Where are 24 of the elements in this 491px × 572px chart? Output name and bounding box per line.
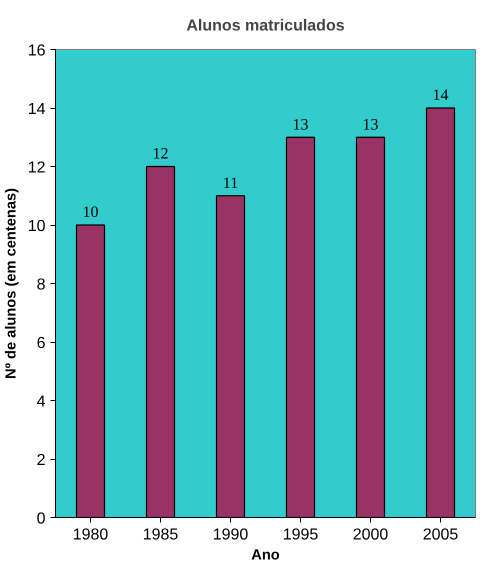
y-tick-label: 6 — [36, 335, 46, 352]
y-tick-label: 10 — [28, 218, 46, 235]
x-tick-label: 2005 — [422, 526, 458, 544]
y-tick-label: 4 — [36, 394, 46, 410]
y-tick-label: 14 — [28, 101, 46, 118]
x-tick-label: 1990 — [212, 526, 248, 544]
x-tick-label: 1985 — [142, 526, 178, 544]
data-label: 13 — [292, 116, 308, 134]
x-tick-label: 1995 — [282, 526, 318, 544]
y-tick-label: 2 — [36, 452, 46, 469]
x-axis-title: Ano — [251, 548, 280, 564]
data-label: 14 — [432, 87, 448, 104]
data-label: 12 — [152, 146, 168, 162]
x-tick-label: 1980 — [72, 526, 108, 544]
x-tick-label: 2000 — [352, 526, 388, 544]
y-tick-label: 12 — [28, 160, 46, 176]
y-tick-label: 16 — [28, 42, 46, 60]
data-label: 13 — [362, 116, 378, 134]
y-tick-label: 8 — [36, 276, 46, 294]
data-label: 11 — [222, 174, 238, 192]
y-tick-label: 0 — [36, 510, 46, 528]
data-label: 10 — [82, 204, 98, 221]
y-axis-title: Nº de alunos (em centenas) — [4, 188, 20, 380]
chart-title: Alunos matriculados — [186, 18, 345, 34]
